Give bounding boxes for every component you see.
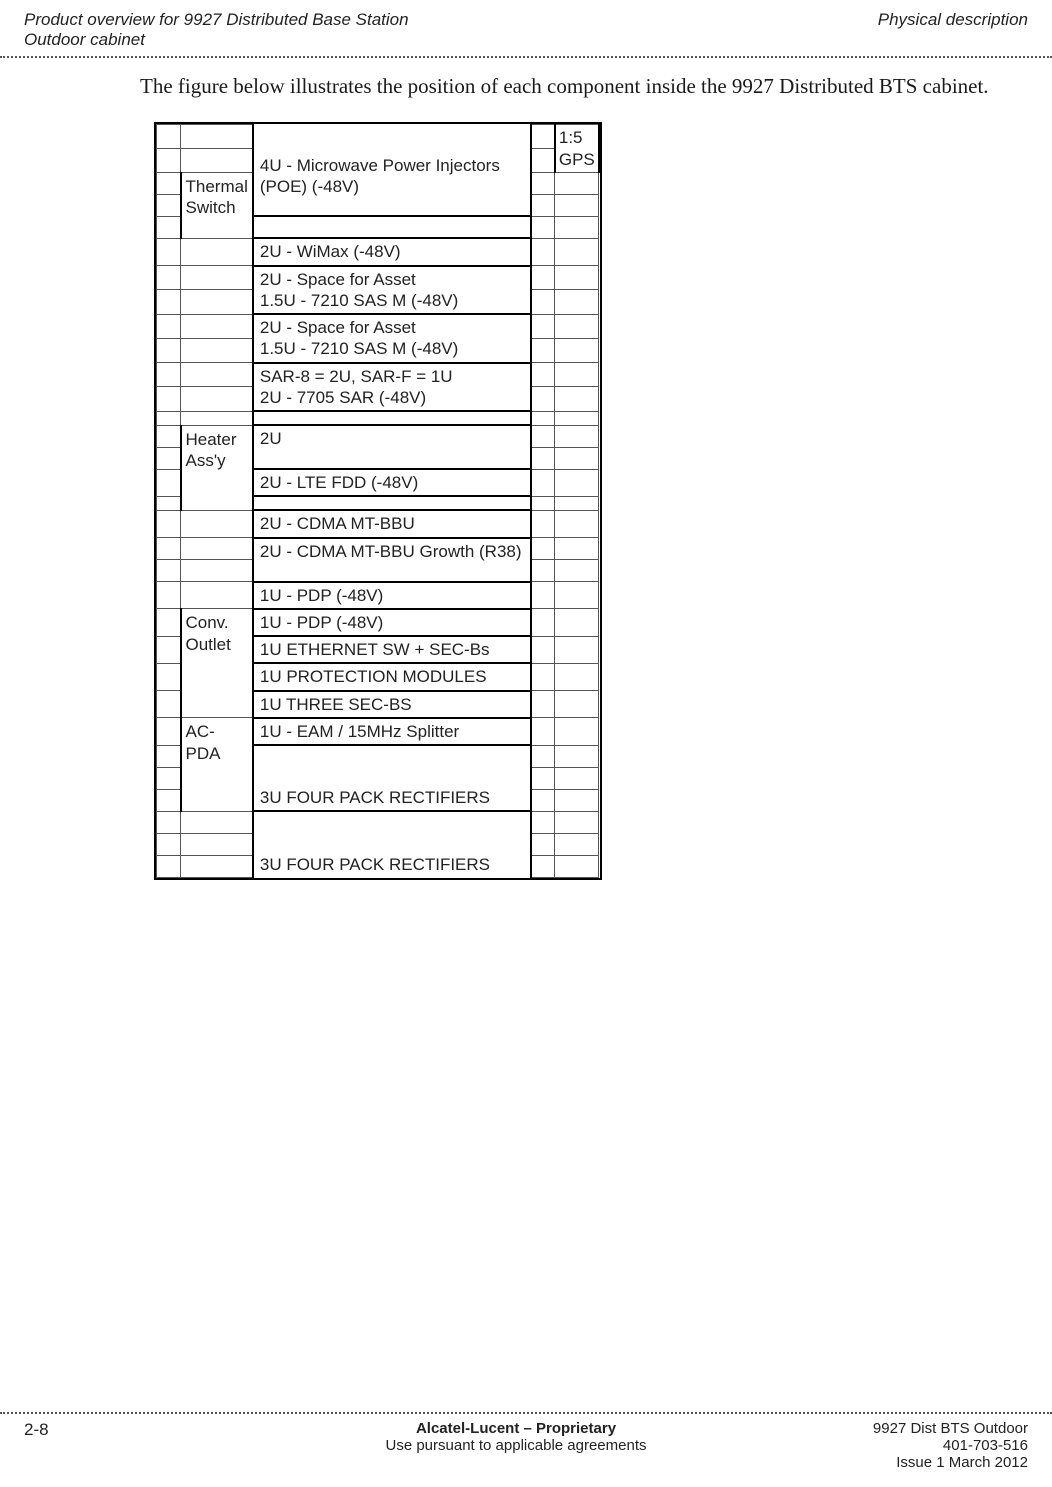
label-heater-assy: Heater Ass'y xyxy=(181,425,253,510)
header-rule xyxy=(0,56,1052,58)
footer-proprietary: Alcatel-Lucent – Proprietary xyxy=(416,1420,616,1437)
label-ac-pda: AC- PDA xyxy=(181,718,253,811)
header-left: Product overview for 9927 Distributed Ba… xyxy=(24,10,409,50)
row-poe: 4U - Microwave Power Injectors (POE) (-4… xyxy=(260,156,500,196)
cabinet-layout-table: 4U - Microwave Power Injectors (POE) (-4… xyxy=(156,124,600,877)
page-footer: 2-8 Alcatel-Lucent – Proprietary Use pur… xyxy=(0,1412,1052,1471)
cabinet-figure: 4U - Microwave Power Injectors (POE) (-4… xyxy=(154,122,1052,884)
row-pdp2: 1U - PDP (-48V) xyxy=(260,613,383,632)
page-header: Product overview for 9927 Distributed Ba… xyxy=(0,0,1052,54)
header-right: Physical description xyxy=(878,10,1028,50)
footer-page-number: 2-8 xyxy=(24,1420,224,1440)
row-cdma1: 2U - CDMA MT-BBU xyxy=(260,514,415,533)
footer-doc-number: 401-703-516 xyxy=(943,1437,1028,1454)
row-sar: 2U - 7705 SAR (-48V) xyxy=(260,388,426,407)
row-prot: 1U PROTECTION MODULES xyxy=(260,667,487,686)
row-asset2a: 2U - Space for Asset xyxy=(260,318,416,337)
footer-issue: Issue 1 March 2012 xyxy=(896,1454,1028,1471)
header-left-line1: Product overview for 9927 Distributed Ba… xyxy=(24,10,409,30)
row-asset2b: 1.5U - 7210 SAS M (-48V) xyxy=(260,339,458,358)
row-pdp1: 1U - PDP (-48V) xyxy=(260,586,383,605)
footer-center: Alcatel-Lucent – Proprietary Use pursuan… xyxy=(224,1420,808,1454)
row-eam: 1U - EAM / 15MHz Splitter xyxy=(260,722,459,741)
gps-label: 1:5 GPS xyxy=(555,125,599,173)
row-rect1: 3U FOUR PACK RECTIFIERS xyxy=(260,788,490,807)
header-right-line1: Physical description xyxy=(878,10,1028,30)
label-conv-outlet: Conv. Outlet xyxy=(181,609,253,718)
row-eth: 1U ETHERNET SW + SEC-Bs xyxy=(260,640,490,659)
footer-usage: Use pursuant to applicable agreements xyxy=(386,1437,647,1454)
row-cdma2: 2U - CDMA MT-BBU Growth (R38) xyxy=(260,542,522,561)
row-rect2: 3U FOUR PACK RECTIFIERS xyxy=(260,855,490,874)
row-wimax: 2U - WiMax (-48V) xyxy=(260,242,401,261)
row-asset1a: 2U - Space for Asset xyxy=(260,270,416,289)
footer-right: 9927 Dist BTS Outdoor 401-703-516 Issue … xyxy=(808,1420,1028,1471)
row-asset1b: 1.5U - 7210 SAS M (-48V) xyxy=(260,291,458,310)
footer-doc-title: 9927 Dist BTS Outdoor xyxy=(873,1420,1028,1437)
label-thermal-switch: Thermal Switch xyxy=(181,172,253,238)
row-sar8: SAR-8 = 2U, SAR-F = 1U xyxy=(260,367,453,386)
body-paragraph: The figure below illustrates the positio… xyxy=(0,68,1052,100)
footer-rule xyxy=(0,1412,1052,1414)
header-left-line2: Outdoor cabinet xyxy=(24,30,409,50)
row-three: 1U THREE SEC-BS xyxy=(260,695,412,714)
row-lte: 2U - LTE FDD (-48V) xyxy=(260,473,418,492)
row-2u: 2U xyxy=(260,429,282,448)
